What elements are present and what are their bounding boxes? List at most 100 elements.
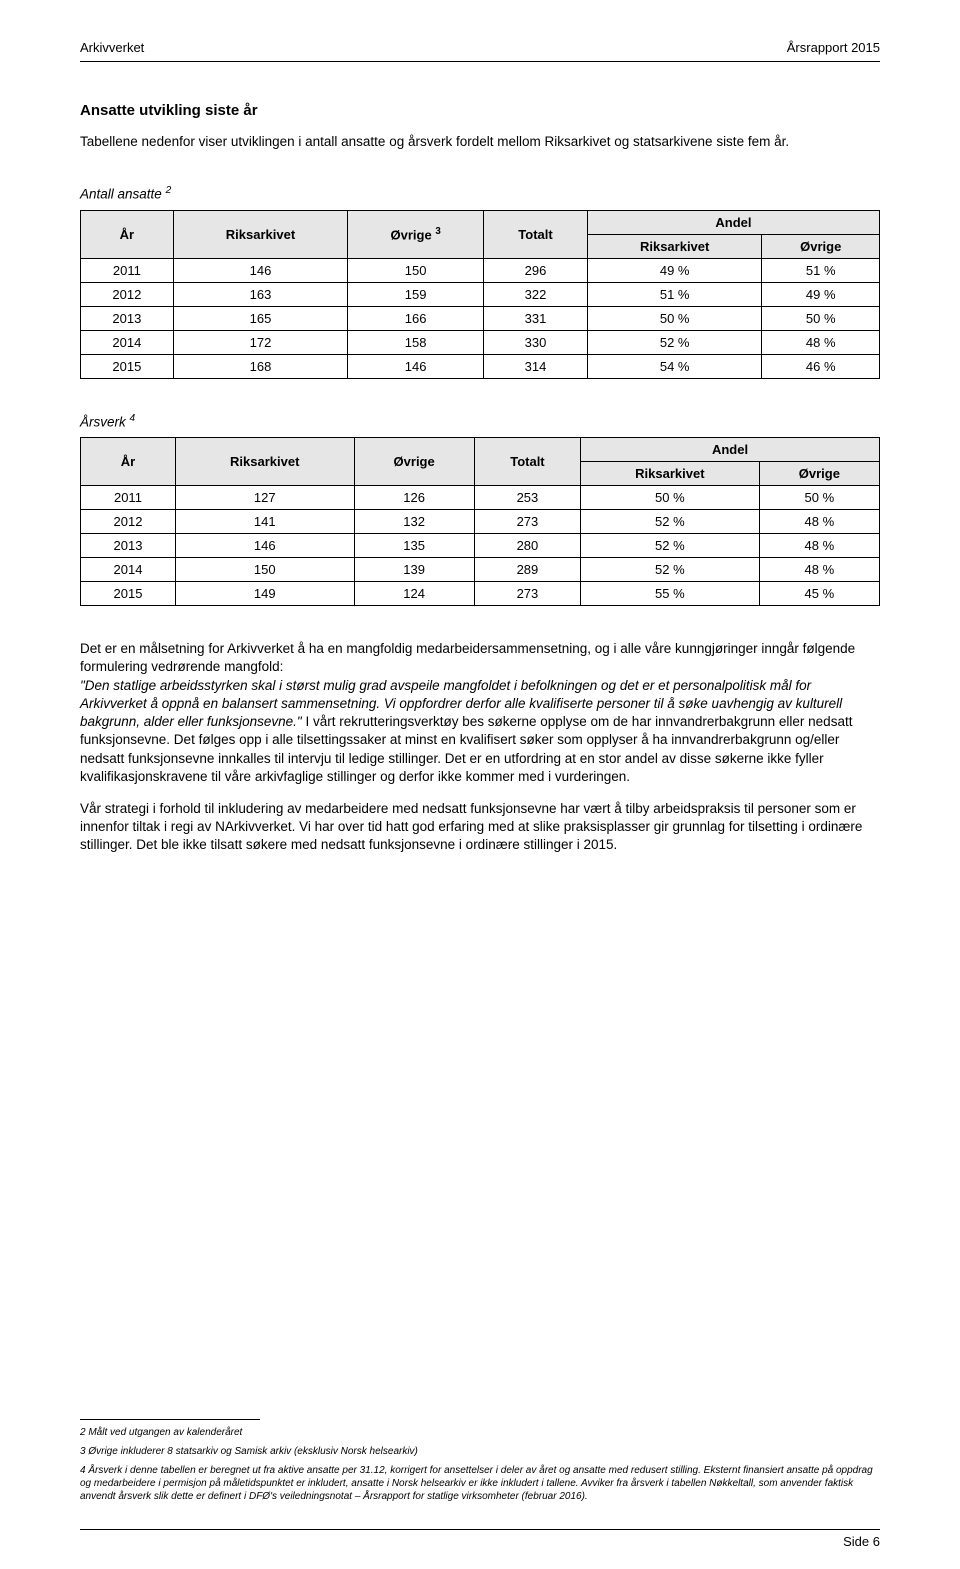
cell: 146 xyxy=(348,354,484,378)
cell: 48 % xyxy=(759,558,879,582)
cell: 2012 xyxy=(81,510,176,534)
cell: 51 % xyxy=(762,258,880,282)
cell: 273 xyxy=(474,582,580,606)
cell: 52 % xyxy=(581,558,760,582)
table-row: 2013 165 166 331 50 % 50 % xyxy=(81,306,880,330)
footnote-4: 4 Årsverk i denne tabellen er beregnet u… xyxy=(80,1464,880,1503)
table1-title-text: Antall ansatte xyxy=(80,187,166,202)
table-row: 2012 141 132 273 52 % 48 % xyxy=(81,510,880,534)
table-row: 2011 146 150 296 49 % 51 % xyxy=(81,258,880,282)
header-right: Årsrapport 2015 xyxy=(787,40,880,55)
t1-h-andel-ovrige: Øvrige xyxy=(762,234,880,258)
t2-h-ar: År xyxy=(81,438,176,486)
cell: 46 % xyxy=(762,354,880,378)
cell: 50 % xyxy=(759,486,879,510)
t1-h-ar: År xyxy=(81,210,174,258)
cell: 48 % xyxy=(759,534,879,558)
cell: 132 xyxy=(354,510,474,534)
t1-h-andel-riks: Riksarkivet xyxy=(587,234,762,258)
cell: 54 % xyxy=(587,354,762,378)
t1-h-riks: Riksarkivet xyxy=(173,210,348,258)
cell: 331 xyxy=(484,306,588,330)
t1-h-totalt: Totalt xyxy=(484,210,588,258)
cell: 158 xyxy=(348,330,484,354)
footnote-rule xyxy=(80,1419,260,1420)
cell: 141 xyxy=(175,510,354,534)
cell: 2015 xyxy=(81,354,174,378)
cell: 50 % xyxy=(581,486,760,510)
t1-h-ovrige-sup: 3 xyxy=(435,226,440,237)
cell: 48 % xyxy=(759,510,879,534)
cell: 163 xyxy=(173,282,348,306)
table2-title-sup: 4 xyxy=(130,413,136,424)
cell: 51 % xyxy=(587,282,762,306)
table-row: 2015 168 146 314 54 % 46 % xyxy=(81,354,880,378)
table-row: 2013 146 135 280 52 % 48 % xyxy=(81,534,880,558)
para1-pre: Det er en målsetning for Arkivverket å h… xyxy=(80,641,855,674)
cell: 48 % xyxy=(762,330,880,354)
page-container: Arkivverket Årsrapport 2015 Ansatte utvi… xyxy=(0,0,960,1569)
cell: 166 xyxy=(348,306,484,330)
table-row: 2014 150 139 289 52 % 48 % xyxy=(81,558,880,582)
footnotes: 2 Målt ved utgangen av kalenderåret 3 Øv… xyxy=(80,1419,880,1509)
cell: 2013 xyxy=(81,534,176,558)
t2-h-ovrige: Øvrige xyxy=(354,438,474,486)
cell: 139 xyxy=(354,558,474,582)
cell: 296 xyxy=(484,258,588,282)
t2-h-totalt: Totalt xyxy=(474,438,580,486)
cell: 52 % xyxy=(581,510,760,534)
cell: 273 xyxy=(474,510,580,534)
page-number: Side 6 xyxy=(843,1534,880,1549)
cell: 330 xyxy=(484,330,588,354)
table-row: 2015 149 124 273 55 % 45 % xyxy=(81,582,880,606)
cell: 280 xyxy=(474,534,580,558)
cell: 146 xyxy=(175,534,354,558)
cell: 2011 xyxy=(81,258,174,282)
cell: 322 xyxy=(484,282,588,306)
cell: 165 xyxy=(173,306,348,330)
cell: 150 xyxy=(348,258,484,282)
cell: 159 xyxy=(348,282,484,306)
cell: 45 % xyxy=(759,582,879,606)
cell: 49 % xyxy=(587,258,762,282)
t2-h-andel-riks: Riksarkivet xyxy=(581,462,760,486)
cell: 2011 xyxy=(81,486,176,510)
t1-h-ovrige-text: Øvrige xyxy=(391,227,436,242)
footnote-3: 3 Øvrige inkluderer 8 statsarkiv og Sami… xyxy=(80,1445,880,1458)
page-footer: Side 6 xyxy=(80,1529,880,1549)
table1-title-sup: 2 xyxy=(166,185,172,196)
cell: 55 % xyxy=(581,582,760,606)
header-left: Arkivverket xyxy=(80,40,144,55)
section-title: Ansatte utvikling siste år xyxy=(80,102,880,119)
paragraph-1: Det er en målsetning for Arkivverket å h… xyxy=(80,640,880,786)
cell: 50 % xyxy=(587,306,762,330)
cell: 2013 xyxy=(81,306,174,330)
cell: 49 % xyxy=(762,282,880,306)
cell: 52 % xyxy=(581,534,760,558)
cell: 50 % xyxy=(762,306,880,330)
table-arsverk: År Riksarkivet Øvrige Totalt Andel Riksa… xyxy=(80,437,880,606)
section-intro: Tabellene nedenfor viser utviklingen i a… xyxy=(80,133,880,151)
cell: 168 xyxy=(173,354,348,378)
footnote-2: 2 Målt ved utgangen av kalenderåret xyxy=(80,1426,880,1439)
table2-title: Årsverk 4 xyxy=(80,413,880,430)
cell: 314 xyxy=(484,354,588,378)
cell: 2015 xyxy=(81,582,176,606)
table-antall-ansatte: År Riksarkivet Øvrige 3 Totalt Andel Rik… xyxy=(80,210,880,379)
cell: 253 xyxy=(474,486,580,510)
cell: 52 % xyxy=(587,330,762,354)
cell: 126 xyxy=(354,486,474,510)
cell: 149 xyxy=(175,582,354,606)
cell: 172 xyxy=(173,330,348,354)
table-row: 2011 127 126 253 50 % 50 % xyxy=(81,486,880,510)
t2-h-riks: Riksarkivet xyxy=(175,438,354,486)
table-row: 2014 172 158 330 52 % 48 % xyxy=(81,330,880,354)
page-header: Arkivverket Årsrapport 2015 xyxy=(80,40,880,55)
cell: 135 xyxy=(354,534,474,558)
t1-h-ovrige: Øvrige 3 xyxy=(348,210,484,258)
cell: 289 xyxy=(474,558,580,582)
t2-h-andel-ovrige: Øvrige xyxy=(759,462,879,486)
cell: 2014 xyxy=(81,558,176,582)
table1-title: Antall ansatte 2 xyxy=(80,185,880,202)
t1-h-andel: Andel xyxy=(587,210,879,234)
